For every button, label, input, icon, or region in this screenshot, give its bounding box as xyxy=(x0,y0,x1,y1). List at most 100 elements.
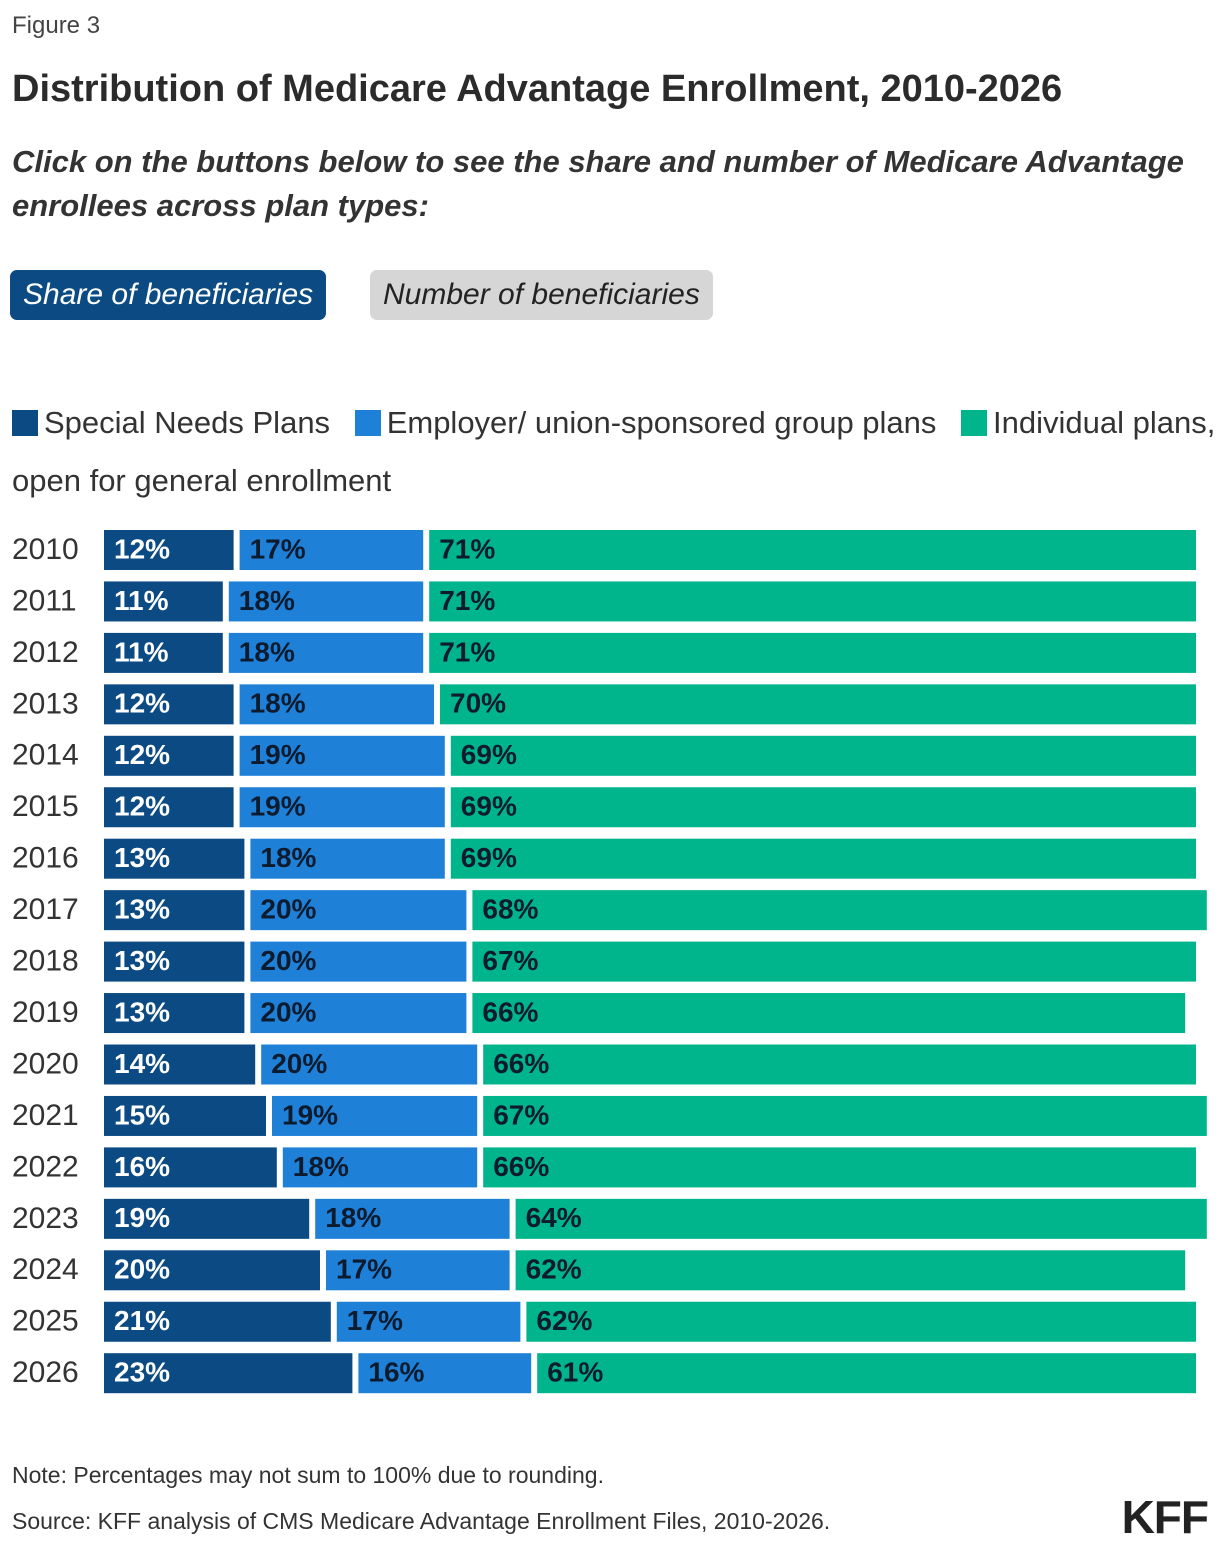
legend-label: Special Needs Plans xyxy=(44,405,331,440)
value-label: 20% xyxy=(260,945,316,976)
bar-segment xyxy=(537,1353,1196,1394)
value-label: 13% xyxy=(114,894,170,925)
value-label: 18% xyxy=(260,842,316,873)
value-label: 20% xyxy=(114,1254,170,1285)
legend-item: Individual plans, open for general enrol… xyxy=(12,405,1215,498)
bar-segment xyxy=(239,735,445,776)
bar-segment xyxy=(450,838,1196,879)
value-label: 62% xyxy=(526,1254,582,1285)
legend: Special Needs Plans Employer/ union-spon… xyxy=(12,394,1217,510)
value-label: 64% xyxy=(526,1202,582,1233)
figure-label: Figure 3 xyxy=(12,12,101,39)
bar-segment xyxy=(526,1301,1196,1342)
bar-segment xyxy=(104,1250,320,1291)
bar-segment xyxy=(228,632,424,673)
value-label: 69% xyxy=(461,842,517,873)
y-tick-label: 2019 xyxy=(12,996,79,1029)
value-label: 12% xyxy=(114,791,170,822)
bar-segment xyxy=(282,1147,478,1188)
bar-segment xyxy=(104,787,234,828)
value-label: 18% xyxy=(239,585,295,616)
bar-segment xyxy=(104,890,245,931)
value-label: 21% xyxy=(114,1305,170,1336)
value-label: 18% xyxy=(250,688,306,719)
bar-segment xyxy=(239,684,434,725)
value-label: 19% xyxy=(114,1202,170,1233)
value-label: 66% xyxy=(493,1048,549,1079)
y-tick-label: 2014 xyxy=(12,739,79,772)
bar-segment xyxy=(483,1147,1196,1188)
value-label: 16% xyxy=(114,1151,170,1182)
bar-segment xyxy=(104,632,223,673)
bar-segment xyxy=(472,941,1196,982)
y-tick-label: 2018 xyxy=(12,945,79,978)
value-label: 20% xyxy=(260,996,316,1027)
value-label: 14% xyxy=(114,1048,170,1079)
value-label: 13% xyxy=(114,996,170,1027)
y-tick-label: 2021 xyxy=(12,1099,79,1132)
bar-segment xyxy=(429,530,1196,570)
value-label: 23% xyxy=(114,1357,170,1388)
legend-swatch xyxy=(961,410,988,436)
bar-segment xyxy=(358,1353,532,1394)
value-label: 19% xyxy=(282,1099,338,1130)
bar-segment xyxy=(104,838,245,879)
value-label: 18% xyxy=(325,1202,381,1233)
bar-segment xyxy=(272,1095,478,1136)
value-label: 62% xyxy=(536,1305,592,1336)
bar-segment xyxy=(250,993,467,1034)
y-tick-label: 2022 xyxy=(12,1150,79,1183)
bar-segment xyxy=(515,1198,1207,1239)
value-label: 67% xyxy=(493,1099,549,1130)
bar-segment xyxy=(228,581,424,622)
bar-segment xyxy=(429,581,1196,622)
bar-segment xyxy=(104,941,245,982)
value-label: 17% xyxy=(336,1254,392,1285)
bar-segment xyxy=(104,993,245,1034)
bar-segment xyxy=(104,1353,353,1394)
y-tick-label: 2016 xyxy=(12,842,79,875)
bar-segment xyxy=(429,632,1196,673)
value-label: 19% xyxy=(250,791,306,822)
bar-segment xyxy=(326,1250,510,1291)
value-label: 17% xyxy=(347,1305,403,1336)
y-tick-label: 2010 xyxy=(12,533,79,566)
y-tick-label: 2024 xyxy=(12,1253,79,1286)
bar-segment xyxy=(440,684,1196,725)
source: Source: KFF analysis of CMS Medicare Adv… xyxy=(12,1508,831,1534)
value-label: 20% xyxy=(271,1048,327,1079)
value-label: 13% xyxy=(114,945,170,976)
logo: KFF xyxy=(1121,1491,1209,1543)
legend-swatch xyxy=(12,410,38,436)
value-label: 69% xyxy=(461,791,517,822)
bar-segment xyxy=(239,530,424,570)
value-label: 13% xyxy=(114,842,170,873)
toggle-button[interactable]: Share of beneficiaries xyxy=(10,270,327,320)
bar-segment xyxy=(104,1147,277,1188)
value-label: 12% xyxy=(114,739,170,770)
value-label: 71% xyxy=(439,585,495,616)
chart-title: Distribution of Medicare Advantage Enrol… xyxy=(12,68,1063,110)
legend-label: Employer/ union-sponsored group plans xyxy=(386,405,937,440)
bar-segment xyxy=(483,1095,1207,1136)
value-label: 18% xyxy=(293,1151,349,1182)
value-label: 19% xyxy=(250,739,306,770)
bar-segment xyxy=(336,1301,521,1342)
value-label: 68% xyxy=(482,894,538,925)
value-label: 69% xyxy=(461,739,517,770)
bar-segment xyxy=(104,1044,256,1085)
bar-segment xyxy=(104,530,234,570)
bar-segment xyxy=(104,684,234,725)
value-label: 71% xyxy=(439,636,495,667)
value-label: 20% xyxy=(260,894,316,925)
toggle-button[interactable]: Number of beneficiaries xyxy=(370,270,713,320)
bar-segment xyxy=(250,941,467,982)
value-label: 12% xyxy=(114,688,170,719)
bar-segment xyxy=(450,735,1196,776)
value-label: 66% xyxy=(493,1151,549,1182)
legend-label: Individual plans, open for general enrol… xyxy=(12,405,1216,498)
bar-segment xyxy=(104,581,223,622)
y-tick-label: 2025 xyxy=(12,1305,79,1338)
note: Note: Percentages may not sum to 100% du… xyxy=(12,1462,604,1488)
bar-segment xyxy=(239,787,445,828)
